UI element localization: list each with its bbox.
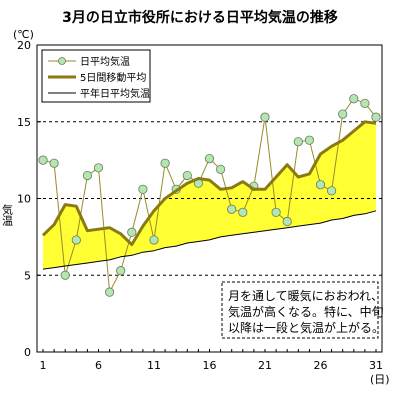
- daily-mean-point: [315, 180, 326, 190]
- chart-title: 3月の日立市役所における日平均気温の推移: [62, 9, 338, 26]
- daily-mean-point: [304, 135, 314, 145]
- daily-mean-point: [371, 112, 381, 122]
- normal-temperature-line: [42, 210, 377, 270]
- anomaly-fill-area: [43, 121, 376, 270]
- legend-label: 平年日平均気温: [80, 87, 150, 100]
- daily-mean-point: [182, 170, 192, 181]
- x-tick-label: 1: [40, 359, 47, 372]
- y-tick-label: 10: [17, 193, 31, 206]
- daily-mean-point: [105, 287, 115, 297]
- x-unit-label: (日): [370, 373, 390, 386]
- daily-mean-point: [326, 186, 337, 196]
- y-unit-label: (℃): [13, 28, 34, 41]
- daily-mean-point: [38, 155, 48, 165]
- daily-mean-point: [282, 216, 292, 227]
- legend-label: 5日間移動平均: [80, 71, 146, 84]
- annotation-text: 以降は一段と気温が上がる。: [228, 320, 384, 335]
- y-tick-label: 15: [17, 116, 31, 129]
- daily-mean-point: [49, 158, 59, 168]
- x-tick-label: 26: [314, 359, 328, 372]
- y-tick-label: 20: [17, 39, 31, 52]
- daily-mean-point: [293, 137, 303, 147]
- daily-mean-point: [238, 207, 248, 217]
- annotation-text: 月を通して暖気におおわれ、: [228, 288, 383, 303]
- daily-mean-point: [138, 184, 148, 194]
- daily-mean-point: [149, 235, 159, 245]
- daily-mean-point: [82, 170, 93, 181]
- x-tick-label: 16: [203, 359, 217, 372]
- x-tick-label: 6: [95, 359, 102, 372]
- y-axis-label: 気温: [1, 203, 14, 226]
- daily-mean-point: [338, 109, 348, 119]
- annotation-text: 気温が高くなる。特に、中旬: [228, 304, 384, 319]
- x-tick-label: 11: [147, 359, 161, 372]
- daily-mean-point: [227, 204, 237, 214]
- daily-mean-point: [71, 235, 81, 245]
- daily-mean-point: [349, 94, 359, 104]
- moving-average-line: [41, 120, 377, 247]
- x-tick-label: 31: [369, 359, 383, 372]
- daily-mean-point: [116, 266, 126, 276]
- daily-mean-point: [160, 158, 170, 168]
- daily-mean-point: [216, 164, 226, 174]
- y-tick-label: 0: [24, 346, 31, 359]
- daily-mean-point: [127, 227, 137, 237]
- daily-mean-point: [204, 153, 215, 164]
- daily-mean-point: [260, 112, 270, 122]
- x-tick-label: 21: [258, 359, 272, 372]
- legend-marker: [58, 57, 66, 65]
- y-tick-label: 5: [24, 269, 31, 282]
- legend-label: 日平均気温: [80, 55, 130, 68]
- annotation-box: [221, 281, 379, 339]
- daily-mean-point: [271, 207, 281, 217]
- daily-mean-point: [60, 270, 70, 280]
- daily-mean-point: [360, 98, 370, 108]
- daily-mean-point: [93, 163, 104, 173]
